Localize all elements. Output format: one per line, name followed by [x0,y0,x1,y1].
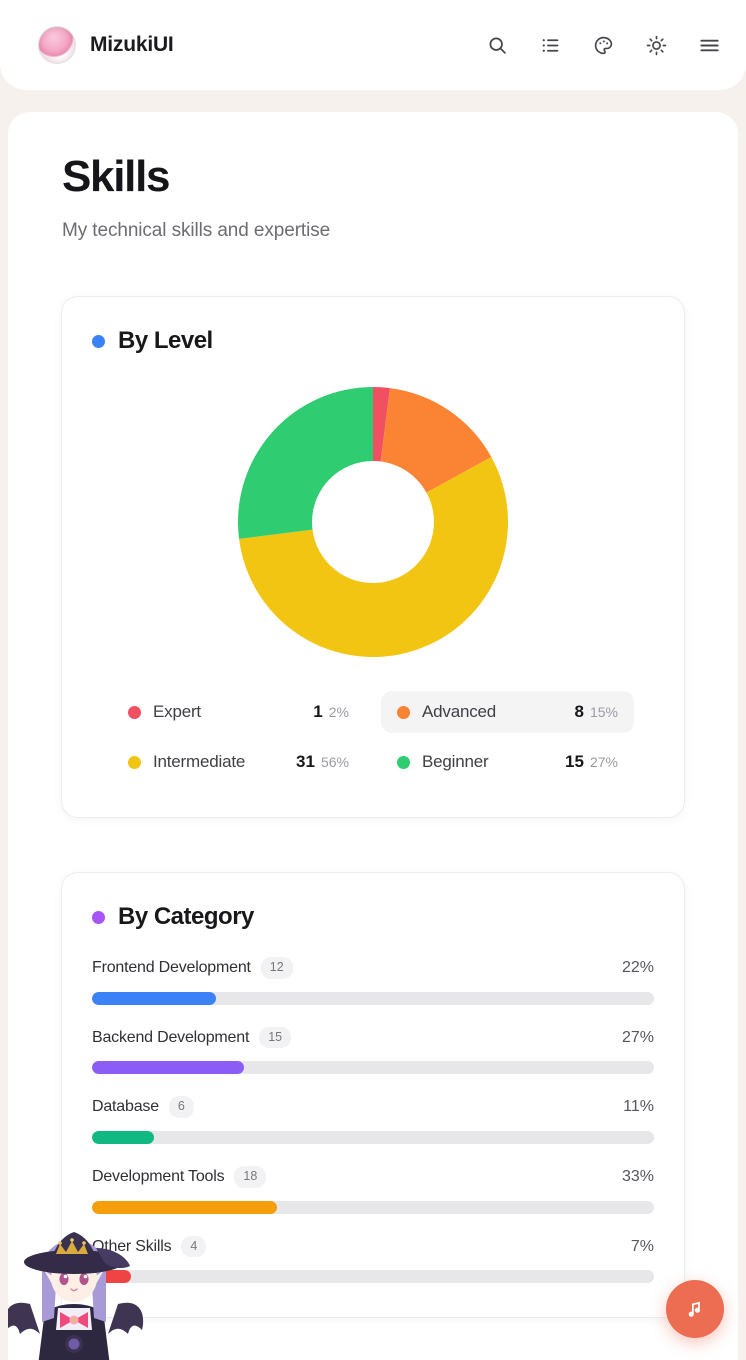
legend-percent: 56% [320,754,349,771]
legend-label: Beginner [422,752,489,772]
category-bar-fill [92,991,216,1005]
category-percent: 7% [630,1237,654,1255]
palette-icon[interactable] [590,32,616,58]
category-bar-row: Development Tools 18 33% [92,1166,654,1214]
legend-values: 31 56% [296,752,349,772]
legend-label: Intermediate [153,752,246,772]
blue-dot-icon [92,334,105,348]
category-bar-row: Backend Development 15 27% [92,1026,654,1075]
category-name: Database [92,1098,159,1116]
donut-chart-wrap [92,377,654,667]
category-bar-head: Frontend Development 12 22% [92,957,654,979]
legend-label: Advanced [422,702,497,722]
legend-values: 15 27% [565,752,618,772]
header-actions [484,32,722,58]
by-level-title: By Level [92,327,654,355]
legend-count: 15 [565,752,584,772]
page-content-card: Skills My technical skills and expertise… [8,112,738,1360]
by-level-title-label: By Level [118,327,213,355]
brand-name: MizukiUI [90,33,174,56]
category-bar-fill [92,1270,132,1284]
legend-values: 1 2% [313,702,349,722]
search-icon[interactable] [484,32,510,58]
legend-color-dot-icon [397,755,410,769]
category-count-badge: 18 [234,1166,267,1188]
category-percent: 11% [623,1098,654,1116]
legend-label: Expert [153,702,201,722]
category-percent: 22% [621,959,654,976]
category-bar-track [92,1061,654,1075]
legend-item-intermediate[interactable]: Intermediate 31 56% [112,741,365,783]
category-count-badge: 15 [259,1026,292,1049]
donut-chart [237,386,509,658]
category-bar-head: Database 6 11% [92,1096,654,1119]
category-count-badge: 6 [168,1096,194,1119]
category-bar-fill [92,1131,154,1145]
legend-color-dot-icon [128,755,141,769]
sun-icon[interactable] [643,32,669,58]
category-bar-row: Database 6 11% [92,1096,654,1145]
category-count-badge: 4 [181,1235,207,1258]
category-percent: 27% [621,1028,654,1046]
category-bar-row: Other Skills 4 7% [92,1235,654,1284]
legend-item-advanced[interactable]: Advanced 8 15% [381,691,634,734]
legend-percent: 2% [328,704,349,721]
category-bar-fill [92,1200,278,1214]
category-bar-track [92,1200,654,1214]
page-header: Skills My technical skills and expertise [8,152,738,242]
category-name: Development Tools [92,1167,225,1185]
category-bar-head: Backend Development 15 27% [92,1026,654,1049]
category-bar-row: Frontend Development 12 22% [92,957,654,1005]
legend-color-dot-icon [397,705,410,719]
purple-dot-icon [92,910,105,924]
menu-icon[interactable] [696,32,722,58]
by-category-card: By Category Frontend Development 12 22% Bac… [61,872,685,1319]
legend-color-dot-icon [128,705,141,719]
donut-legend: Expert 1 2% Advanced 8 15% Intermediate 31 56% Be… [92,691,654,783]
category-percent: 33% [621,1167,654,1185]
category-bar-track [92,1270,654,1284]
category-bar-fill [92,1061,244,1075]
music-note-icon [688,1301,700,1317]
category-name: Backend Development [92,1028,250,1046]
category-bar-head: Other Skills 4 7% [92,1235,654,1258]
by-category-title-label: By Category [118,903,254,931]
legend-values: 8 15% [575,702,619,722]
legend-percent: 15% [589,704,618,721]
category-name: Other Skills [92,1237,172,1255]
legend-percent: 27% [589,754,618,771]
list-icon[interactable] [537,32,563,58]
category-bar-track [92,991,654,1005]
donut-hole [312,461,434,584]
legend-item-beginner[interactable]: Beginner 15 27% [381,741,634,783]
by-level-card: By Level Expert 1 2% Advanced 8 15% Intermedia… [61,296,685,819]
page-subtitle: My technical skills and expertise [62,220,331,242]
category-bar-head: Development Tools 18 33% [92,1166,654,1188]
brand[interactable]: MizukiUI [38,26,174,64]
legend-count: 8 [574,702,584,722]
legend-count: 1 [313,702,323,722]
legend-count: 31 [296,752,315,772]
category-count-badge: 12 [260,957,293,979]
by-category-title: By Category [92,903,654,931]
category-name: Frontend Development [92,959,251,976]
site-header: MizukiUI [0,0,746,90]
legend-item-expert[interactable]: Expert 1 2% [112,691,365,733]
category-bar-list: Frontend Development 12 22% Backend Develop… [92,957,654,1284]
avatar [38,26,76,64]
category-bar-track [92,1131,654,1145]
page-title: Skills [62,152,170,201]
music-note-button[interactable] [666,1280,724,1338]
